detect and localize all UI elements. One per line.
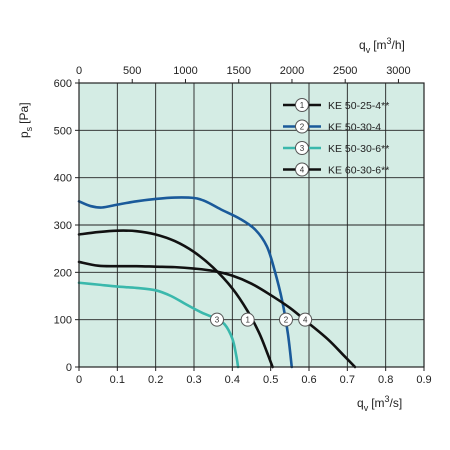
x-bottom-subscript: v xyxy=(364,403,369,413)
x-top-superscript: 3 xyxy=(387,36,392,46)
x-top-tick-label: 2500 xyxy=(333,65,357,77)
y-axis-title: ps [Pa] xyxy=(17,102,34,138)
legend-marker-circle xyxy=(295,119,309,134)
legend-marker-circle xyxy=(295,98,309,112)
y-tick-label: 300 xyxy=(54,220,72,232)
legend-marker-label: 1 xyxy=(300,101,305,110)
x-bottom-tick-label: 0.7 xyxy=(340,374,355,386)
x-top-tick-label: 500 xyxy=(123,65,141,77)
legend-item-4: 4 KE 60-30-6** xyxy=(283,162,389,177)
x-bottom-tick-label: 0.3 xyxy=(186,374,201,386)
series-marker-2: 2 xyxy=(279,312,293,327)
x-bottom-tick-label: 0.9 xyxy=(416,374,431,386)
x-bottom-tick-label: 0.1 xyxy=(110,374,125,386)
y-axis-subscript: s xyxy=(24,126,34,131)
x-bottom-symbol: q xyxy=(357,396,364,410)
series-line-3 xyxy=(77,281,240,369)
y-tick-label: 600 xyxy=(54,78,72,90)
x-bottom-superscript: 3 xyxy=(385,394,390,404)
series-line-4 xyxy=(77,260,357,369)
x-bottom-axis-title: qv [m3/s] xyxy=(357,394,402,413)
series-marker-3: 3 xyxy=(210,312,224,327)
y-axis-unit: [Pa] xyxy=(17,102,31,123)
x-bottom-tick-label: 0.8 xyxy=(378,374,393,386)
series-marker-circle xyxy=(298,312,313,327)
legend-label: KE 50-25-4** xyxy=(328,100,389,112)
legend-label: KE 60-30-6** xyxy=(328,165,389,177)
series-marker-label: 2 xyxy=(284,316,289,325)
legend-label: KE 50-30-4 xyxy=(328,122,381,134)
legend-marker-label: 3 xyxy=(300,144,305,153)
x-top-symbol: q xyxy=(359,38,366,52)
x-top-tick-label: 1000 xyxy=(173,65,197,77)
y-axis-symbol: p xyxy=(17,131,31,138)
legend-marker-label: 4 xyxy=(300,166,305,175)
x-bottom-tick-label: 0 xyxy=(76,374,82,386)
x-top-axis-title: qv [m3/h] xyxy=(359,36,405,55)
series-marker-circle xyxy=(240,312,255,327)
x-top-tick-label: 1500 xyxy=(226,65,250,77)
legend-label: KE 50-30-6** xyxy=(328,143,389,155)
x-bottom-unit-end: /s] xyxy=(390,396,403,410)
y-tick-label: 100 xyxy=(54,315,72,327)
y-tick-label: 500 xyxy=(54,125,72,137)
legend-marker-label: 2 xyxy=(300,123,305,132)
x-top-tick-label: 2000 xyxy=(280,65,304,77)
y-tick-label: 0 xyxy=(66,362,72,374)
legend-marker-circle xyxy=(295,141,309,155)
legend-marker-circle xyxy=(295,162,309,177)
series-marker-label: 3 xyxy=(215,316,220,325)
x-bottom-tick-label: 0.2 xyxy=(148,374,163,386)
legend: 1 KE 50-25-4** 2 KE 50-30-4 3 KE 50-30-6** 4 KE… xyxy=(283,98,389,177)
series-line-1 xyxy=(77,229,274,369)
y-tick-label: 400 xyxy=(54,173,72,185)
x-bottom-tick-label: 0.6 xyxy=(301,374,316,386)
series-marker-label: 1 xyxy=(245,316,250,325)
tick-labels: 0 0.1 0.2 0.3 0.4 0.5 0.6 0.7 0.8 0.90 500 1000 1500… xyxy=(54,65,432,386)
x-top-subscript: v xyxy=(366,45,371,55)
x-top-tick-label: 0 xyxy=(76,65,82,77)
series-marker-label: 4 xyxy=(303,316,308,325)
x-top-tick-label: 3000 xyxy=(386,65,410,77)
y-tick-label: 200 xyxy=(54,267,72,279)
x-bottom-unit: [m xyxy=(371,396,384,410)
series-markers: 1 2 3 4 xyxy=(210,312,313,327)
legend-item-3: 3 KE 50-30-6** xyxy=(283,141,389,155)
series-marker-circle xyxy=(210,312,224,327)
series-marker-4: 4 xyxy=(298,312,313,327)
series-layer xyxy=(77,196,357,369)
x-top-unit: [m xyxy=(373,38,386,52)
legend-item-1: 1 KE 50-25-4** xyxy=(283,98,389,112)
series-line-2 xyxy=(77,196,294,369)
x-top-unit-end: /h] xyxy=(392,38,405,52)
x-bottom-tick-label: 0.5 xyxy=(263,374,278,386)
legend-item-2: 2 KE 50-30-4 xyxy=(283,119,381,134)
series-marker-circle xyxy=(279,312,293,327)
x-bottom-tick-label: 0.4 xyxy=(225,374,240,386)
series-marker-1: 1 xyxy=(240,312,255,327)
